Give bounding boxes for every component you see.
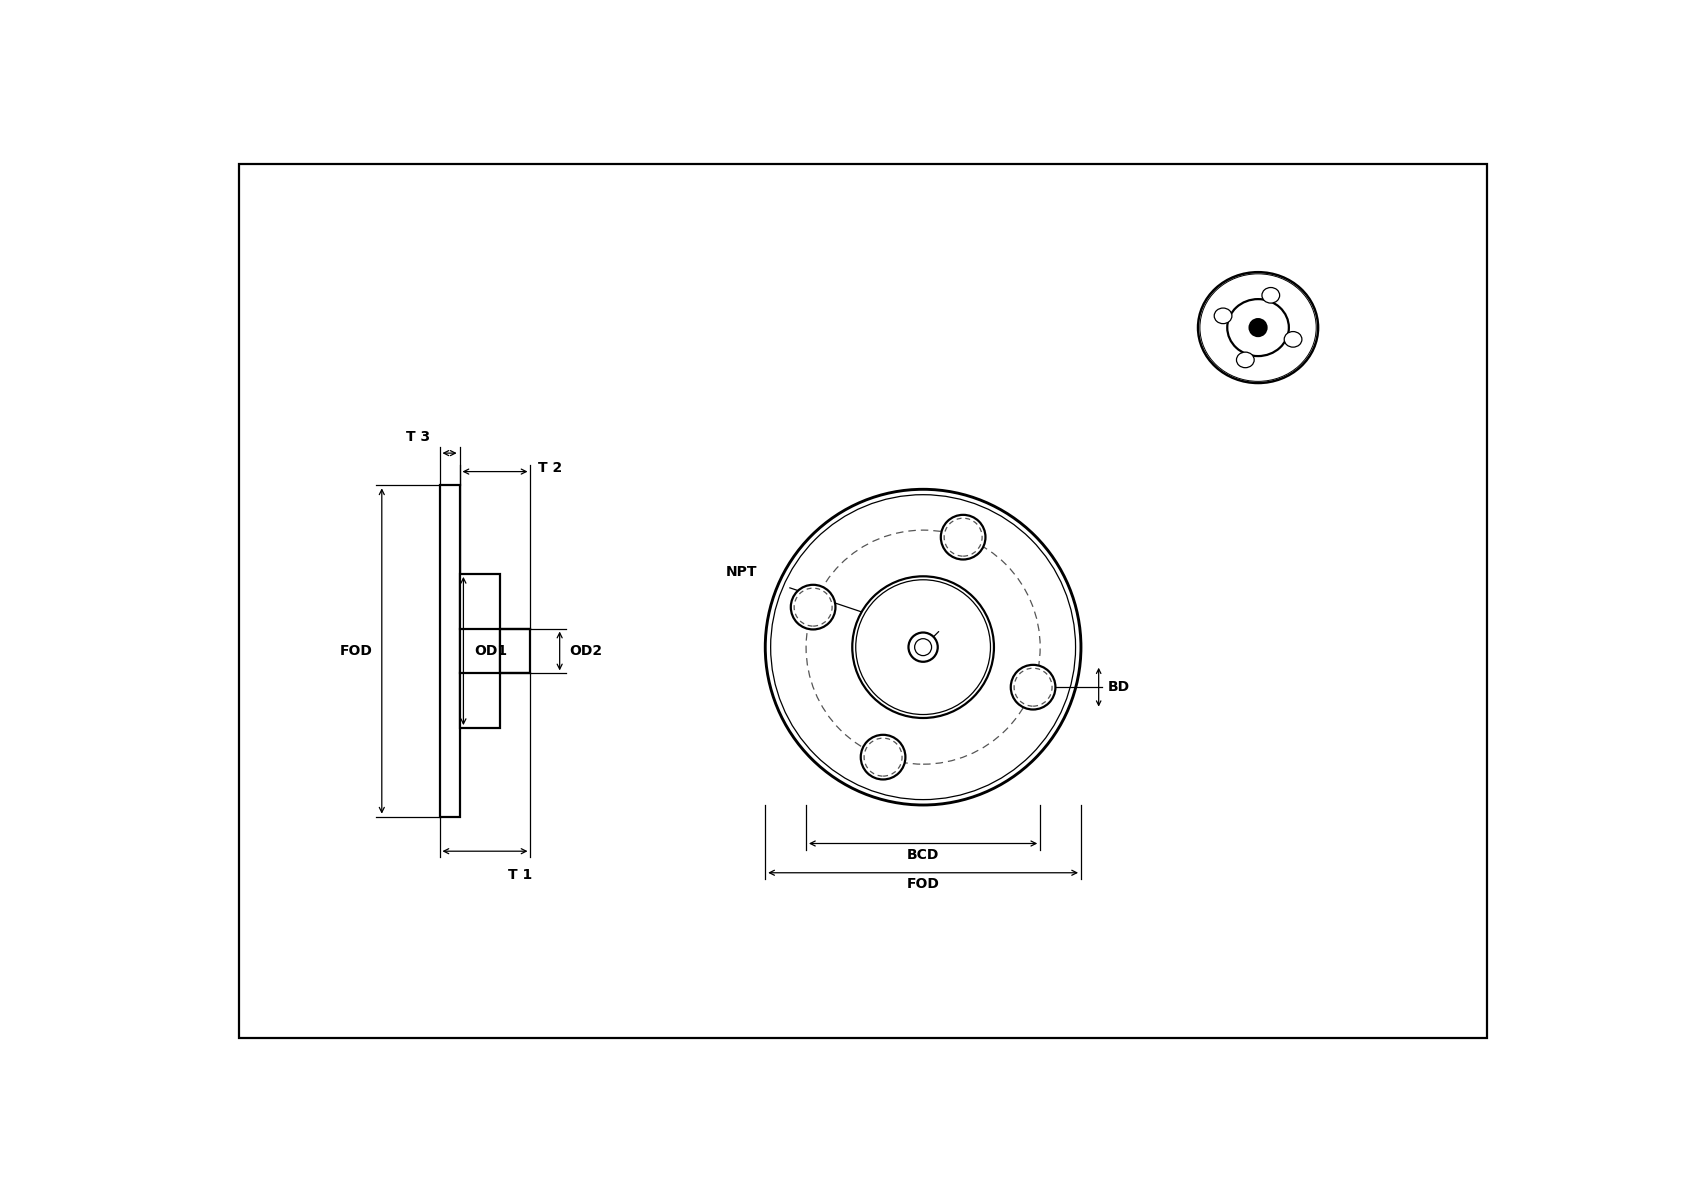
Text: T 2: T 2 xyxy=(539,461,562,475)
Ellipse shape xyxy=(1197,273,1319,383)
Bar xyxy=(440,486,460,816)
Text: OD2: OD2 xyxy=(569,644,603,658)
Circle shape xyxy=(855,580,990,714)
Text: FOD: FOD xyxy=(340,644,372,658)
Circle shape xyxy=(861,734,906,779)
Text: T 3: T 3 xyxy=(406,430,431,444)
Text: FOD: FOD xyxy=(906,877,940,891)
Circle shape xyxy=(1250,319,1266,336)
Text: NPT: NPT xyxy=(726,565,758,580)
Text: OD1: OD1 xyxy=(473,644,507,658)
Bar xyxy=(460,574,500,728)
Circle shape xyxy=(791,584,835,630)
Ellipse shape xyxy=(1214,308,1233,324)
Circle shape xyxy=(852,576,994,718)
Ellipse shape xyxy=(1228,299,1288,356)
Ellipse shape xyxy=(1201,274,1317,381)
Text: T 1: T 1 xyxy=(509,869,532,882)
Circle shape xyxy=(941,515,985,559)
Ellipse shape xyxy=(1285,332,1302,347)
Circle shape xyxy=(1010,665,1056,709)
Circle shape xyxy=(771,495,1076,800)
Bar xyxy=(500,628,530,674)
Ellipse shape xyxy=(1261,288,1280,303)
Text: BD: BD xyxy=(1108,681,1130,694)
Text: BCD: BCD xyxy=(908,848,940,862)
Circle shape xyxy=(765,489,1081,804)
Circle shape xyxy=(908,633,938,662)
Ellipse shape xyxy=(1236,352,1255,368)
